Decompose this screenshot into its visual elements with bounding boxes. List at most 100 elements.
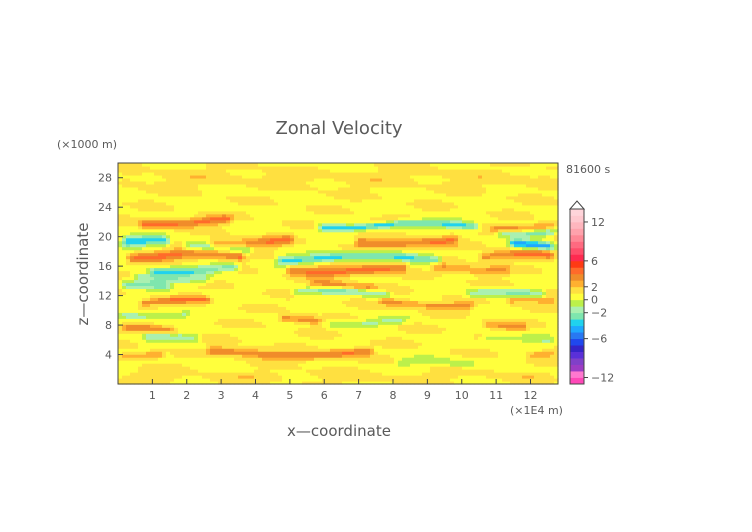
heatmap-cell (310, 210, 315, 215)
heatmap-cell (222, 258, 227, 263)
heatmap-cell (326, 255, 331, 260)
heatmap-cell (206, 330, 211, 334)
heatmap-cell (318, 177, 323, 182)
heatmap-cell (146, 171, 151, 176)
heatmap-cell (242, 171, 247, 176)
heatmap-cell (202, 279, 207, 284)
heatmap-cell (330, 261, 335, 266)
heatmap-cell (314, 174, 319, 179)
heatmap-cell (250, 276, 255, 281)
heatmap-cell (286, 339, 291, 343)
heatmap-cell (218, 330, 223, 334)
heatmap-cell (194, 249, 199, 254)
heatmap-cell (354, 180, 359, 185)
heatmap-cell (330, 285, 335, 290)
heatmap-cell (154, 168, 159, 173)
heatmap-cell (250, 366, 255, 370)
heatmap-cell (330, 267, 335, 272)
heatmap-cell (258, 282, 263, 287)
heatmap-cell (382, 279, 387, 284)
heatmap-cell (338, 243, 343, 248)
heatmap-cell (370, 210, 375, 215)
heatmap-cell (222, 324, 227, 328)
heatmap-cell (330, 357, 335, 361)
heatmap-cell (338, 282, 343, 287)
heatmap-cell (258, 240, 263, 245)
heatmap-cell (334, 294, 339, 298)
heatmap-cell (210, 163, 215, 167)
heatmap-cell (182, 327, 187, 331)
heatmap-cell (134, 381, 139, 385)
heatmap-cell (206, 270, 211, 275)
heatmap-cell (314, 270, 319, 275)
heatmap-cell (202, 315, 207, 319)
heatmap-cell (202, 303, 207, 307)
heatmap-cell (226, 267, 231, 272)
heatmap-cell (310, 324, 315, 328)
heatmap-cell (310, 219, 315, 224)
heatmap-cell (254, 174, 259, 179)
heatmap-cell (218, 213, 223, 218)
heatmap-cell (202, 174, 207, 179)
heatmap-cell (174, 291, 179, 296)
heatmap-cell (186, 297, 191, 301)
heatmap-cell (230, 231, 235, 236)
heatmap-cell (198, 246, 203, 251)
heatmap-cell (150, 321, 155, 325)
heatmap-cell (278, 366, 283, 370)
heatmap-cell (214, 165, 219, 170)
heatmap-cell (358, 174, 363, 179)
heatmap-cell (242, 279, 247, 284)
heatmap-cell (250, 246, 255, 251)
heatmap-cell (234, 363, 239, 367)
heatmap-cell (254, 276, 259, 281)
heatmap-cell (266, 237, 271, 242)
heatmap-cell (370, 198, 375, 203)
heatmap-cell (290, 303, 295, 307)
heatmap-cell (146, 210, 151, 215)
heatmap-cell (298, 345, 303, 349)
heatmap-cell (270, 180, 275, 185)
heatmap-cell (206, 288, 211, 293)
heatmap-cell (250, 249, 255, 254)
heatmap-cell (346, 234, 351, 239)
heatmap-cell (302, 246, 307, 251)
heatmap-cell (366, 336, 371, 340)
heatmap-cell (194, 228, 199, 233)
heatmap-cell (130, 225, 135, 230)
heatmap-cell (178, 183, 183, 188)
heatmap-cell (150, 252, 155, 257)
heatmap-cell (358, 354, 363, 358)
heatmap-cell (382, 171, 387, 176)
heatmap-cell (246, 198, 251, 203)
heatmap-cell (178, 315, 183, 319)
heatmap-cell (130, 210, 135, 215)
heatmap-cell (170, 345, 175, 349)
heatmap-cell (134, 303, 139, 307)
heatmap-cell (378, 336, 383, 340)
heatmap-cell (210, 213, 215, 218)
heatmap-cell (230, 198, 235, 203)
heatmap-cell (238, 261, 243, 266)
heatmap-cell (286, 381, 291, 385)
heatmap-cell (146, 279, 151, 284)
heatmap-cell (362, 231, 367, 236)
heatmap-cell (166, 225, 171, 230)
heatmap-cell (318, 312, 323, 316)
heatmap-cell (270, 312, 275, 316)
heatmap-cell (246, 327, 251, 331)
heatmap-cell (222, 297, 227, 301)
heatmap-cell (182, 330, 187, 334)
heatmap-cell (386, 315, 391, 319)
heatmap-cell (274, 327, 279, 331)
heatmap-cell (186, 294, 191, 298)
heatmap-cell (294, 306, 299, 310)
heatmap-cell (330, 273, 335, 278)
heatmap-cell (142, 336, 147, 340)
heatmap-cell (218, 234, 223, 239)
heatmap-cell (182, 366, 187, 370)
heatmap-cell (326, 342, 331, 346)
heatmap-cell (226, 336, 231, 340)
heatmap-cell (194, 333, 199, 337)
heatmap-cell (290, 282, 295, 287)
